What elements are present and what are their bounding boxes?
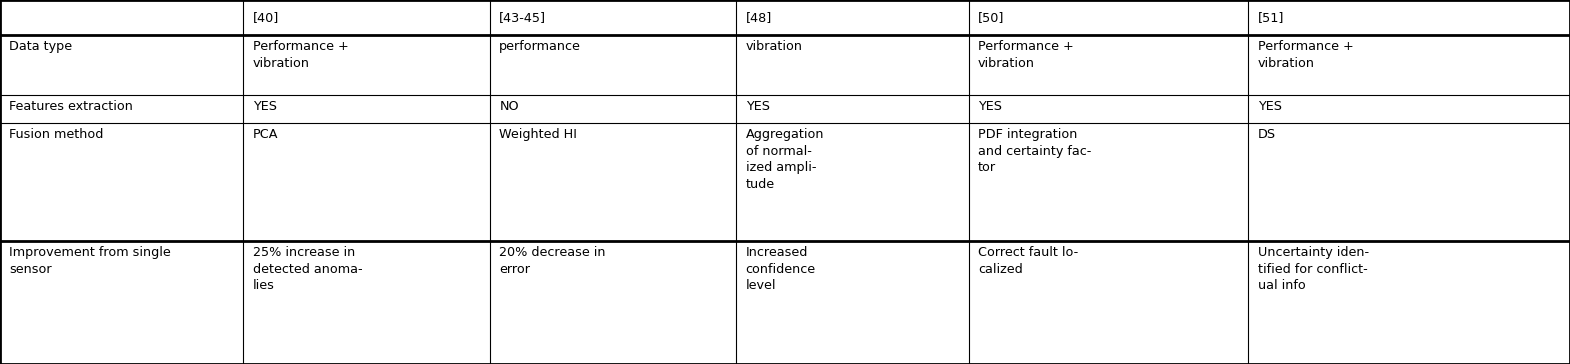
Text: Improvement from single
sensor: Improvement from single sensor [9, 246, 171, 276]
Text: Uncertainty iden-
tified for conflict-
ual info: Uncertainty iden- tified for conflict- u… [1258, 246, 1369, 292]
Text: YES: YES [1258, 100, 1281, 114]
Text: Features extraction: Features extraction [9, 100, 133, 114]
Text: [40]: [40] [253, 11, 279, 24]
Text: YES: YES [746, 100, 769, 114]
Text: DS: DS [1258, 128, 1276, 142]
Text: [51]: [51] [1258, 11, 1284, 24]
Text: [50]: [50] [978, 11, 1005, 24]
Text: [48]: [48] [746, 11, 772, 24]
Text: Performance +
vibration: Performance + vibration [253, 40, 349, 70]
Text: 25% increase in
detected anoma-
lies: 25% increase in detected anoma- lies [253, 246, 363, 292]
Text: Fusion method: Fusion method [9, 128, 104, 142]
Text: Aggregation
of normal-
ized ampli-
tude: Aggregation of normal- ized ampli- tude [746, 128, 824, 191]
Text: NO: NO [499, 100, 518, 114]
Text: Weighted HI: Weighted HI [499, 128, 578, 142]
Text: performance: performance [499, 40, 581, 54]
Text: vibration: vibration [746, 40, 802, 54]
Text: PDF integration
and certainty fac-
tor: PDF integration and certainty fac- tor [978, 128, 1091, 174]
Text: PCA: PCA [253, 128, 278, 142]
Text: Performance +
vibration: Performance + vibration [978, 40, 1074, 70]
Text: YES: YES [978, 100, 1002, 114]
Text: 20% decrease in
error: 20% decrease in error [499, 246, 606, 276]
Text: YES: YES [253, 100, 276, 114]
Text: Correct fault lo-
calized: Correct fault lo- calized [978, 246, 1079, 276]
Text: [43-45]: [43-45] [499, 11, 546, 24]
Text: Increased
confidence
level: Increased confidence level [746, 246, 816, 292]
Text: Data type: Data type [9, 40, 72, 54]
Text: Performance +
vibration: Performance + vibration [1258, 40, 1353, 70]
